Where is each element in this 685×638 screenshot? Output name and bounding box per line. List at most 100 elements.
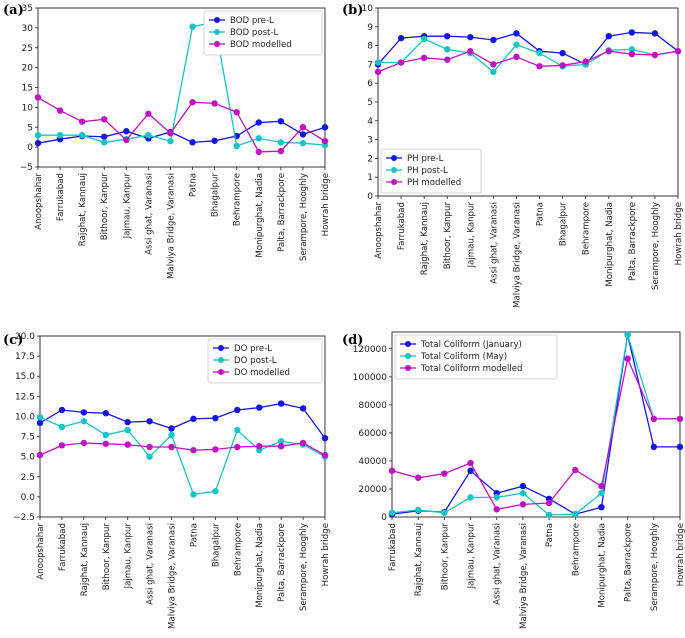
data-point (536, 49, 543, 57)
series-line-3 (377, 50, 679, 73)
data-point (598, 503, 605, 511)
legend-swatch-marker (214, 41, 220, 47)
data-point (299, 405, 307, 412)
data-point (374, 68, 382, 76)
data-point (189, 99, 196, 106)
x-tick-label: Howrah bridge (321, 523, 331, 586)
y-tick-label: 120000 (353, 345, 388, 355)
data-point (572, 466, 579, 474)
legend: BOD pre-L BOD post-L BOD modelled (203, 10, 323, 56)
data-point (299, 124, 307, 131)
y-tick-label: 10.0 (15, 412, 35, 422)
data-point (605, 48, 612, 55)
data-point (102, 410, 109, 417)
x-tick-label: Bhagalpur (211, 173, 221, 218)
panel-label: (c) (3, 333, 23, 348)
data-point (189, 139, 196, 146)
data-point (441, 470, 448, 477)
data-point (444, 46, 451, 53)
data-point (277, 139, 285, 146)
x-tick-label: Farrukabad (56, 173, 66, 221)
legend-swatch-marker (405, 341, 411, 347)
data-point (397, 59, 405, 66)
y-tick-label: 0 (367, 192, 373, 202)
series-line-1 (377, 31, 679, 66)
data-point (80, 409, 88, 416)
data-point (56, 132, 64, 139)
data-point (467, 459, 474, 467)
data-point (490, 68, 497, 76)
legend-box (394, 334, 558, 380)
y-tick-label: 2.5 (21, 473, 35, 483)
data-point (493, 506, 500, 513)
y-tick-label: 100000 (353, 373, 388, 383)
data-point (34, 132, 42, 139)
panel-label: (b) (342, 3, 363, 18)
legend-swatch-marker (391, 167, 397, 173)
data-point (256, 404, 263, 411)
x-tick-label: Palta, Barrackpore (277, 523, 287, 602)
data-point (420, 35, 428, 43)
data-point (628, 29, 636, 36)
data-point (513, 41, 520, 48)
legend-box (203, 10, 323, 56)
data-point (467, 33, 474, 41)
y-tick-label: 20000 (358, 485, 387, 495)
data-point (559, 49, 566, 57)
data-point (598, 489, 605, 497)
y-tick-label: 7.5 (21, 433, 35, 443)
data-point (650, 415, 658, 423)
data-point (124, 441, 131, 448)
y-tick-label: −2.5 (13, 513, 35, 523)
data-point (321, 137, 329, 145)
data-point (490, 61, 497, 68)
x-tick-label: Rajghat, Kannauj (78, 173, 88, 246)
x-tick-label: Jajmau, Kanpur (467, 523, 477, 590)
y-tick-label: 2 (367, 154, 373, 164)
data-point (34, 139, 42, 147)
data-point (233, 108, 240, 116)
data-point (277, 443, 285, 450)
x-tick-label: Assi ghat, Varanasi (493, 523, 503, 605)
x-tick-label: Farrukabad (388, 523, 398, 571)
data-point (467, 48, 474, 55)
x-tick-label: Bithoor, Kanpur (440, 523, 450, 591)
data-point (36, 419, 44, 427)
chart-panel-2: (b) 0 1 2 3 4 5 6 7 8 9 10 Anoopshahar Farrukabad Rajg… (342, 3, 684, 308)
data-point (277, 438, 285, 445)
y-tick-label: 40000 (358, 457, 387, 467)
y-tick-label: 1 (367, 173, 373, 183)
legend-box (380, 148, 482, 194)
data-point (519, 482, 527, 490)
x-tick-label: Behrampore (233, 173, 243, 226)
legend-swatch-marker (405, 353, 411, 359)
legend-label: Total Coliform (January) (420, 340, 522, 350)
legend-swatch-marker (391, 179, 397, 185)
data-point (519, 489, 527, 497)
chart-panel-3: (c) −2.5 0.0 2.5 5.0 7.5 10.0 12.5 15.0 17.5 20.0 A… (3, 332, 331, 629)
data-point (168, 425, 175, 432)
y-tick-label: 0.0 (21, 493, 36, 503)
data-point (190, 491, 197, 498)
x-tick-label: Anoopshahar (36, 523, 46, 580)
x-tick-label: Rajghat, Kannauj (80, 523, 90, 596)
x-tick-label: Farrukabad (397, 202, 407, 250)
data-point (674, 48, 682, 55)
data-point (397, 34, 405, 42)
x-tick-label: Jajmau, Kanpur (124, 523, 134, 590)
x-tick-label: Behrampore (571, 523, 581, 576)
data-point (559, 62, 566, 69)
y-tick-label: 15.0 (15, 372, 35, 382)
legend-swatch-marker (391, 155, 397, 161)
data-point (444, 33, 451, 40)
data-point (145, 132, 152, 139)
data-point (167, 137, 174, 145)
x-tick-label: Farrukabad (58, 523, 68, 571)
data-point (420, 54, 428, 62)
data-point (513, 30, 520, 37)
x-tick-label: Malviya Bridge, Varanasi (166, 173, 176, 279)
y-tick-label: 6 (367, 79, 373, 89)
data-point (519, 501, 527, 508)
y-tick-label: 60000 (358, 429, 387, 439)
